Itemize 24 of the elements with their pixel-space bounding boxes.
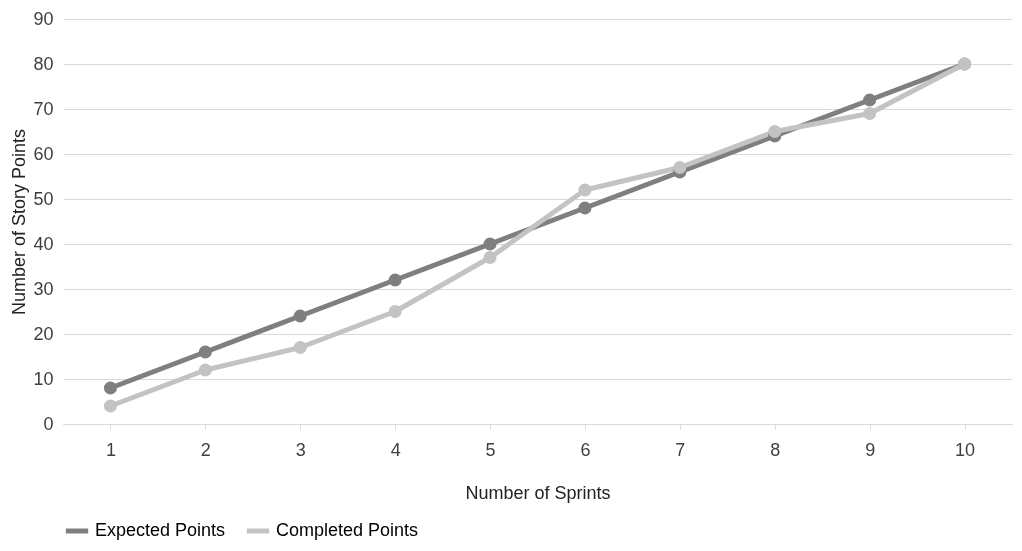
x-axis-title: Number of Sprints xyxy=(465,482,611,503)
legend-label: Expected Points xyxy=(95,520,226,540)
x-tick-label: 2 xyxy=(200,439,211,460)
y-tick-label: 40 xyxy=(33,233,54,254)
x-tick-label: 1 xyxy=(105,439,116,460)
x-tick-label: 10 xyxy=(955,439,976,460)
y-tick-label: 0 xyxy=(43,413,54,434)
y-tick-label: 70 xyxy=(33,98,54,119)
legend-label: Completed Points xyxy=(276,520,419,540)
y-tick-label: 90 xyxy=(33,8,54,29)
x-tick-label: 6 xyxy=(580,439,591,460)
x-tick-label: 7 xyxy=(675,439,686,460)
x-tick-label: 8 xyxy=(770,439,781,460)
x-tick-label: 5 xyxy=(485,439,496,460)
x-tick-label: 9 xyxy=(865,439,876,460)
y-tick-label: 20 xyxy=(33,323,54,344)
y-tick-label: 10 xyxy=(33,368,54,389)
y-tick-label: 30 xyxy=(33,278,54,299)
y-tick-label: 60 xyxy=(33,143,54,164)
y-tick-label: 80 xyxy=(33,53,54,74)
y-tick-label: 50 xyxy=(33,188,54,209)
y-axis-title: Number of Story Points xyxy=(9,128,30,316)
x-tick-label: 4 xyxy=(390,439,401,460)
x-tick-label: 3 xyxy=(295,439,306,460)
